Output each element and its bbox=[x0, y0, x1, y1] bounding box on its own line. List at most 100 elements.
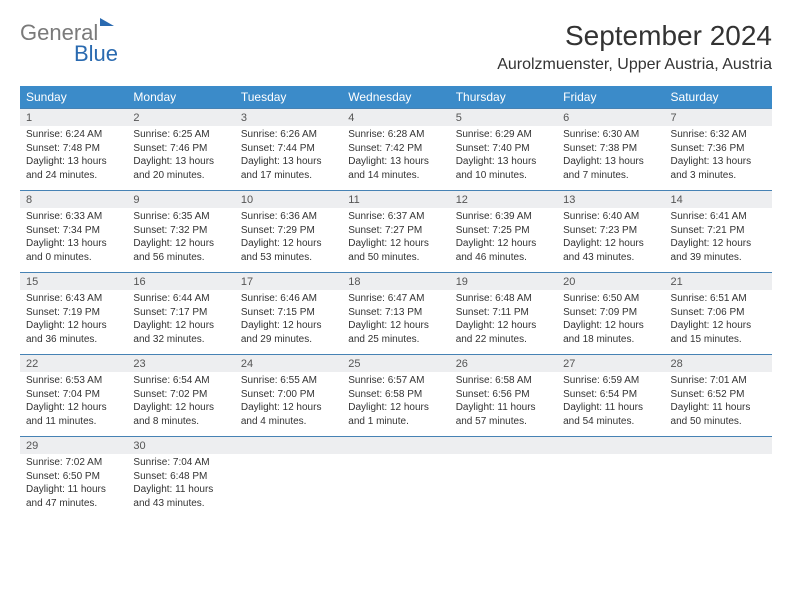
daylight-text: Daylight: 13 hours and 20 minutes. bbox=[133, 155, 228, 182]
day-number: 8 bbox=[20, 191, 127, 209]
weekday-header: Wednesday bbox=[342, 86, 449, 109]
day-cell: Sunrise: 6:47 AMSunset: 7:13 PMDaylight:… bbox=[342, 290, 449, 355]
sunrise-text: Sunrise: 6:24 AM bbox=[26, 128, 121, 142]
calendar-table: Sunday Monday Tuesday Wednesday Thursday… bbox=[20, 86, 772, 518]
sunset-text: Sunset: 7:32 PM bbox=[133, 224, 228, 238]
week-content-row: Sunrise: 6:43 AMSunset: 7:19 PM Daylight:… bbox=[20, 290, 772, 355]
sunrise-text: Sunrise: 6:50 AM bbox=[563, 292, 658, 306]
daylight-text: Daylight: 13 hours and 7 minutes. bbox=[563, 155, 658, 182]
day-cell: Sunrise: 6:30 AMSunset: 7:38 PMDaylight:… bbox=[557, 126, 664, 191]
week-number-row: 891011121314 bbox=[20, 191, 772, 209]
day-number: 1 bbox=[20, 109, 127, 127]
day-cell: Sunrise: 6:37 AMSunset: 7:27 PMDaylight:… bbox=[342, 208, 449, 273]
day-cell: Sunrise: 6:28 AMSunset: 7:42 PMDaylight:… bbox=[342, 126, 449, 191]
sunrise-text: Sunrise: 6:30 AM bbox=[563, 128, 658, 142]
week-content-row: Sunrise: 6:53 AMSunset: 7:04 PM Daylight:… bbox=[20, 372, 772, 437]
sunrise-text: Sunrise: 6:32 AM bbox=[671, 128, 766, 142]
sunrise-text: Sunrise: 6:40 AM bbox=[563, 210, 658, 224]
day-cell: Sunrise: 6:59 AMSunset: 6:54 PMDaylight:… bbox=[557, 372, 664, 437]
sunset-text: Sunset: 7:04 PM bbox=[26, 388, 121, 402]
sunrise-text: Sunrise: 6:25 AM bbox=[133, 128, 228, 142]
daylight-text: Daylight: 12 hours and 50 minutes. bbox=[348, 237, 443, 264]
location-label: Aurolzmuenster, Upper Austria, Austria bbox=[497, 56, 772, 74]
sunset-text: Sunset: 7:27 PM bbox=[348, 224, 443, 238]
daylight-text: Daylight: 12 hours and 29 minutes. bbox=[241, 319, 336, 346]
day-number: 26 bbox=[450, 355, 557, 373]
weekday-header: Friday bbox=[557, 86, 664, 109]
sunset-text: Sunset: 6:52 PM bbox=[671, 388, 766, 402]
day-number: 2 bbox=[127, 109, 234, 127]
day-cell: Sunrise: 6:57 AMSunset: 6:58 PMDaylight:… bbox=[342, 372, 449, 437]
empty-day-cell bbox=[665, 454, 772, 518]
day-number: 30 bbox=[127, 437, 234, 455]
empty-day-number bbox=[235, 437, 342, 455]
sunrise-text: Sunrise: 6:44 AM bbox=[133, 292, 228, 306]
daylight-text: Daylight: 12 hours and 53 minutes. bbox=[241, 237, 336, 264]
sunrise-text: Sunrise: 6:57 AM bbox=[348, 374, 443, 388]
sunset-text: Sunset: 7:19 PM bbox=[26, 306, 121, 320]
day-number: 13 bbox=[557, 191, 664, 209]
sunset-text: Sunset: 6:56 PM bbox=[456, 388, 551, 402]
sunrise-text: Sunrise: 6:53 AM bbox=[26, 374, 121, 388]
daylight-text: Daylight: 12 hours and 25 minutes. bbox=[348, 319, 443, 346]
day-number: 23 bbox=[127, 355, 234, 373]
title-block: September 2024 Aurolzmuenster, Upper Aus… bbox=[497, 20, 772, 74]
sunset-text: Sunset: 7:17 PM bbox=[133, 306, 228, 320]
day-cell: Sunrise: 6:54 AMSunset: 7:02 PMDaylight:… bbox=[127, 372, 234, 437]
daylight-text: Daylight: 13 hours and 14 minutes. bbox=[348, 155, 443, 182]
sunrise-text: Sunrise: 6:55 AM bbox=[241, 374, 336, 388]
sunrise-text: Sunrise: 6:54 AM bbox=[133, 374, 228, 388]
sunset-text: Sunset: 7:25 PM bbox=[456, 224, 551, 238]
day-cell: Sunrise: 6:48 AMSunset: 7:11 PMDaylight:… bbox=[450, 290, 557, 355]
sunrise-text: Sunrise: 6:37 AM bbox=[348, 210, 443, 224]
sunset-text: Sunset: 7:46 PM bbox=[133, 142, 228, 156]
weekday-header: Tuesday bbox=[235, 86, 342, 109]
day-number: 12 bbox=[450, 191, 557, 209]
day-number: 5 bbox=[450, 109, 557, 127]
week-content-row: Sunrise: 7:02 AMSunset: 6:50 PMDaylight:… bbox=[20, 454, 772, 518]
daylight-text: Daylight: 12 hours and 18 minutes. bbox=[563, 319, 658, 346]
day-number: 9 bbox=[127, 191, 234, 209]
day-cell: Sunrise: 6:51 AMSunset: 7:06 PMDaylight:… bbox=[665, 290, 772, 355]
week-number-row: 22232425262728 bbox=[20, 355, 772, 373]
day-number: 14 bbox=[665, 191, 772, 209]
sunrise-text: Sunrise: 6:26 AM bbox=[241, 128, 336, 142]
sunrise-text: Sunrise: 6:29 AM bbox=[456, 128, 551, 142]
day-cell: Sunrise: 6:44 AMSunset: 7:17 PMDaylight:… bbox=[127, 290, 234, 355]
daylight-text: Daylight: 13 hours and 3 minutes. bbox=[671, 155, 766, 182]
daylight-text: Daylight: 13 hours and 24 minutes. bbox=[26, 155, 121, 182]
empty-day-cell bbox=[450, 454, 557, 518]
sunset-text: Sunset: 7:15 PM bbox=[241, 306, 336, 320]
daylight-text: Daylight: 11 hours and 50 minutes. bbox=[671, 401, 766, 428]
sunset-text: Sunset: 6:48 PM bbox=[133, 470, 228, 484]
weekday-header: Saturday bbox=[665, 86, 772, 109]
day-number: 22 bbox=[20, 355, 127, 373]
day-number: 4 bbox=[342, 109, 449, 127]
day-cell: Sunrise: 6:53 AMSunset: 7:04 PMDaylight:… bbox=[20, 372, 127, 437]
daylight-text: Daylight: 11 hours and 47 minutes. bbox=[26, 483, 121, 510]
sunset-text: Sunset: 6:54 PM bbox=[563, 388, 658, 402]
day-number: 20 bbox=[557, 273, 664, 291]
sunset-text: Sunset: 7:34 PM bbox=[26, 224, 121, 238]
day-cell: Sunrise: 6:26 AMSunset: 7:44 PMDaylight:… bbox=[235, 126, 342, 191]
sunset-text: Sunset: 7:38 PM bbox=[563, 142, 658, 156]
sunset-text: Sunset: 7:42 PM bbox=[348, 142, 443, 156]
daylight-text: Daylight: 12 hours and 15 minutes. bbox=[671, 319, 766, 346]
logo-arrow-icon bbox=[100, 18, 114, 26]
sunset-text: Sunset: 6:50 PM bbox=[26, 470, 121, 484]
sunrise-text: Sunrise: 6:46 AM bbox=[241, 292, 336, 306]
sunset-text: Sunset: 7:40 PM bbox=[456, 142, 551, 156]
day-number: 25 bbox=[342, 355, 449, 373]
weekday-header: Monday bbox=[127, 86, 234, 109]
day-cell: Sunrise: 6:33 AMSunset: 7:34 PMDaylight:… bbox=[20, 208, 127, 273]
day-number: 7 bbox=[665, 109, 772, 127]
daylight-text: Daylight: 11 hours and 57 minutes. bbox=[456, 401, 551, 428]
day-cell: Sunrise: 7:01 AMSunset: 6:52 PMDaylight:… bbox=[665, 372, 772, 437]
sunrise-text: Sunrise: 6:43 AM bbox=[26, 292, 121, 306]
empty-day-number bbox=[557, 437, 664, 455]
sunrise-text: Sunrise: 6:58 AM bbox=[456, 374, 551, 388]
day-number: 3 bbox=[235, 109, 342, 127]
daylight-text: Daylight: 13 hours and 0 minutes. bbox=[26, 237, 121, 264]
day-cell: Sunrise: 6:41 AMSunset: 7:21 PMDaylight:… bbox=[665, 208, 772, 273]
daylight-text: Daylight: 12 hours and 4 minutes. bbox=[241, 401, 336, 428]
